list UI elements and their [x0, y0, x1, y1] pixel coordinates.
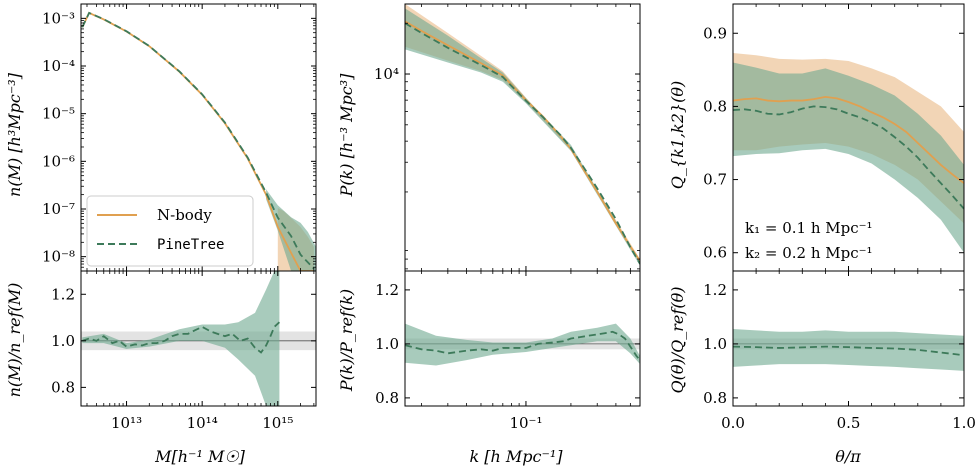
annotation-k2: k₂ = 0.2 h Mpc⁻¹ [745, 244, 873, 262]
annotation-k1: k₁ = 0.1 h Mpc⁻¹ [745, 219, 873, 237]
panel-bispectrum_ratio: 0.8 1.0 1.2 0.0 0.5 1.0 [703, 270, 976, 432]
ytick-label: 0.7 [703, 171, 727, 189]
ytick-label: 1.2 [51, 285, 75, 303]
series-line-pinetree [81, 11, 315, 270]
series-line-nbody [733, 95, 964, 184]
plot-area-hmf_ratio [81, 271, 316, 406]
series-line-pinetree [81, 321, 281, 354]
legend-nbody-label: N-body [157, 206, 212, 224]
ytick-label: 0.6 [703, 244, 727, 262]
xtick-label: 0.5 [837, 414, 861, 432]
ytick-label: 10⁻³ [42, 9, 75, 27]
xtick-label: 10¹³ [111, 414, 142, 432]
ylabel-q: Q_{k1,k2}(θ) [668, 81, 687, 189]
panel-hmf_ratio: 0.8 1.0 1.2 10¹³ 10¹⁴ 10¹⁵ [51, 270, 317, 432]
band-pinetree [405, 8, 640, 266]
ylabel-pk-ratio: P(k)/P_ref(k) [337, 289, 356, 392]
ytick-label: 0.8 [375, 389, 399, 407]
ylabel-pk: P(k) [h⁻³ Mpc³] [337, 73, 356, 198]
legend: N-body PineTree [86, 195, 254, 267]
ytick-label: 1.2 [375, 281, 399, 299]
xlabel-theta: θ/π [835, 447, 861, 466]
series-line-pinetree [733, 105, 964, 210]
ytick-label: 10⁻⁷ [42, 200, 75, 218]
plot-area-hmf [81, 11, 316, 271]
panel-pk: 10⁴ [374, 3, 641, 272]
band-pinetree [733, 62, 964, 253]
band-pinetree [405, 323, 640, 366]
series-line-pinetree [733, 345, 964, 357]
xtick-label: 10¹⁴ [187, 414, 218, 432]
ytick-label: 0.8 [51, 378, 75, 396]
plot-area-pk [405, 4, 640, 266]
xtick-label: 10⁻¹ [509, 414, 542, 432]
legend-frame [86, 195, 254, 267]
xtick-label: 0.0 [721, 414, 745, 432]
ytick-label: 10⁴ [374, 65, 399, 83]
panel-bispectrum: 0.6 0.7 0.8 0.9 [703, 3, 965, 272]
ytick-label: 10⁻⁶ [42, 152, 75, 170]
series-line-pinetree [405, 330, 640, 361]
ytick-label: 1.2 [703, 281, 727, 299]
band-pinetree [266, 189, 316, 271]
ytick-label: 0.9 [703, 24, 727, 42]
ylabel-hmf-ratio: n(M)/n_ref(M) [5, 283, 24, 398]
panel-pk_ratio: 0.8 1.0 1.2 10⁻¹ [375, 270, 641, 432]
ytick-label: 10⁻⁴ [42, 57, 75, 75]
plot-area-bispectrum_ratio [733, 329, 964, 371]
ytick-label: 10⁻⁵ [42, 105, 75, 123]
ytick-label: 0.8 [703, 389, 727, 407]
plot-area-pk_ratio [405, 323, 640, 366]
legend-pinetree-label: PineTree [157, 237, 224, 253]
ytick-label: 1.0 [51, 332, 75, 350]
axes-frame-pk_ratio [404, 270, 641, 407]
xlabel-k: k [h Mpc⁻¹] [469, 447, 563, 466]
plot-area-bispectrum [733, 53, 964, 253]
ytick-label: 10⁻⁸ [42, 248, 75, 266]
ytick-label: 1.0 [375, 335, 399, 353]
xtick-label: 1.0 [952, 414, 976, 432]
xlabel-mass: M[h⁻¹ M☉] [154, 447, 246, 466]
band-pinetree [733, 329, 964, 371]
xtick-label: 10¹⁵ [262, 414, 293, 432]
ytick-label: 0.8 [703, 97, 727, 115]
ylabel-q-ratio: Q(θ)/Q_ref(θ) [668, 287, 687, 394]
band-pinetree [82, 271, 280, 406]
ytick-label: 1.0 [703, 335, 727, 353]
ylabel-hmf: n(M) [h³Mpc⁻³] [5, 72, 24, 197]
series-line-pinetree [405, 22, 640, 265]
